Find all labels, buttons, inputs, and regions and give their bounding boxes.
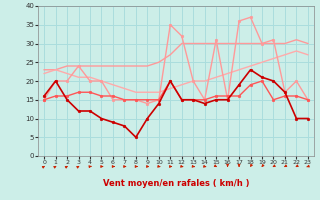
X-axis label: Vent moyen/en rafales ( km/h ): Vent moyen/en rafales ( km/h ) <box>103 179 249 188</box>
